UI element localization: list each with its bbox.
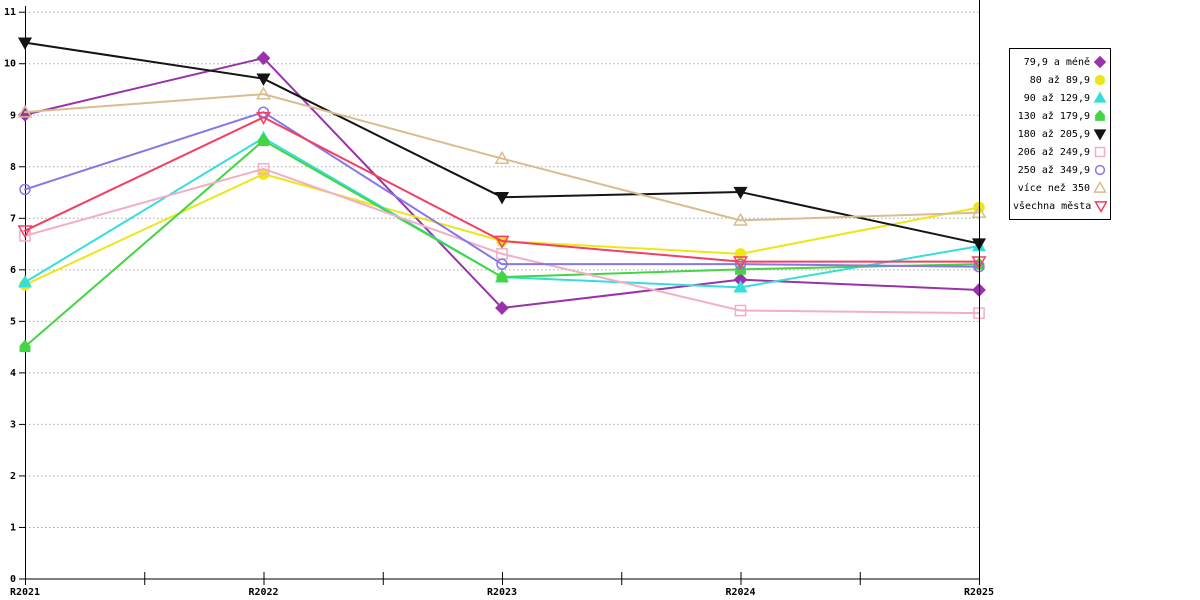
triangle-down-marker-icon (733, 256, 748, 270)
diamond-filled-icon (1093, 55, 1107, 69)
legend-item-label: 206 až 249,9 (1017, 146, 1090, 158)
triangle-down-marker-icon (256, 111, 271, 126)
x-tick-label: R2023 (487, 587, 517, 598)
triangle-up-marker-icon (17, 104, 33, 118)
legend-item: 130 až 179,9 (1013, 107, 1107, 125)
circle-marker-icon (19, 183, 31, 196)
legend-item-label: 80 až 89,9 (1029, 74, 1090, 86)
circle-marker-icon (496, 258, 508, 270)
x-tick-label: R2021 (10, 587, 40, 598)
legend-item-label: více než 350 (1017, 182, 1090, 194)
triangle-down-marker-icon (256, 73, 271, 86)
series-line (24, 116, 980, 263)
legend-item-label: 250 až 349,9 (1017, 164, 1090, 176)
triangle-down-marker-icon (733, 186, 748, 200)
diamond-marker-icon (256, 51, 271, 65)
legend-item-label: 180 až 205,9 (1017, 128, 1090, 140)
pentagon-marker-icon (496, 270, 508, 283)
legend-item: 90 až 129,9 (1013, 89, 1107, 107)
triangle-down-marker-icon (494, 192, 510, 205)
y-tick-label: 4 (10, 368, 16, 379)
circle-filled-icon (1094, 74, 1106, 86)
y-tick-label: 0 (10, 574, 16, 585)
triangle-down-marker-icon (17, 225, 33, 239)
series-line (24, 93, 980, 222)
triangle-up-marker-icon (256, 86, 271, 100)
legend-item: 80 až 89,9 (1013, 71, 1107, 89)
series-line (24, 111, 980, 268)
pentagon-marker-icon (258, 133, 269, 146)
circle-open-icon (1094, 164, 1106, 176)
triangle-up-filled-icon (1093, 91, 1107, 103)
y-tick-label: 3 (10, 419, 16, 430)
y-tick-label: 10 (4, 59, 16, 70)
pentagon-filled-icon (1095, 109, 1105, 121)
square-marker-icon (257, 163, 270, 175)
triangle-down-open-icon (1094, 201, 1107, 213)
y-tick-label: 7 (10, 213, 16, 224)
legend-item-label: 90 až 129,9 (1023, 92, 1090, 104)
legend-item-label: 79,9 a méně (1023, 56, 1090, 68)
triangle-up-marker-icon (733, 212, 748, 226)
triangle-up-marker-icon (17, 275, 33, 288)
legend-item-label: 130 až 179,9 (1017, 110, 1090, 122)
series-line (24, 167, 980, 315)
legend-item-label: všechna města (1013, 200, 1092, 212)
triangle-up-open-icon (1093, 181, 1107, 193)
legend-item: 250 až 349,9 (1013, 161, 1107, 179)
triangle-down-marker-icon (494, 235, 510, 249)
triangle-up-marker-icon (733, 280, 748, 293)
y-tick-label: 6 (10, 265, 16, 276)
legend: 79,9 a méně 80 až 89,9 90 až 129,9 130 až 1… (1009, 48, 1111, 220)
x-tick-label: R2022 (248, 587, 278, 598)
legend-item: 180 až 205,9 (1013, 125, 1107, 143)
x-tick-label: R2025 (964, 587, 994, 598)
y-tick-label: 8 (10, 162, 16, 173)
y-tick-label: 5 (10, 316, 16, 327)
pentagon-marker-icon (19, 339, 31, 353)
y-tick-label: 9 (10, 110, 16, 121)
triangle-down-filled-icon (1093, 129, 1107, 141)
diamond-marker-icon (495, 301, 509, 315)
x-tick-label: R2024 (725, 587, 755, 598)
y-tick-label: 2 (10, 471, 16, 482)
legend-item: všechna města (1013, 197, 1107, 215)
triangle-down-marker-icon (17, 37, 33, 50)
square-open-icon (1094, 146, 1106, 158)
y-tick-label: 11 (4, 7, 16, 18)
y-tick-label: 1 (10, 522, 16, 533)
triangle-up-marker-icon (494, 150, 510, 164)
square-marker-icon (734, 304, 747, 317)
legend-item: 79,9 a méně (1013, 53, 1107, 71)
legend-item: více než 350 (1013, 179, 1107, 197)
legend-item: 206 až 249,9 (1013, 143, 1107, 161)
